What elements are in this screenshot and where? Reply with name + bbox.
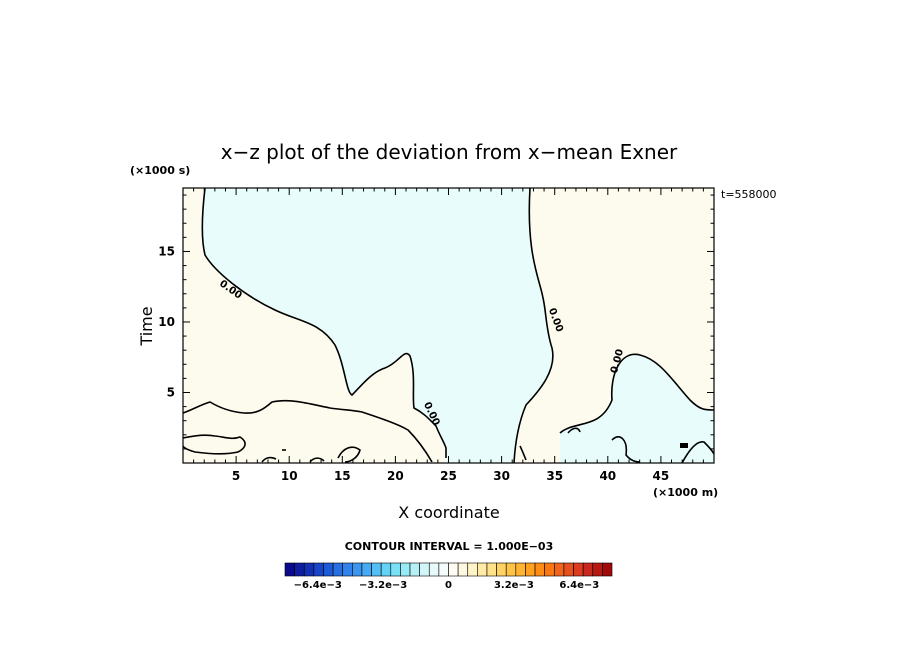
colorbar-swatch <box>390 562 401 577</box>
colorbar-tick-label: −6.4e−3 <box>294 580 342 591</box>
colorbar-swatch <box>294 562 305 577</box>
colorbar-swatch <box>477 562 488 577</box>
axis-tick-labels: 5 10 15 20 25 30 35 40 45 5 10 15 <box>158 244 669 483</box>
contour-interval: CONTOUR INTERVAL = 1.000E−03 <box>345 540 554 553</box>
y-tick-label: 15 <box>158 244 175 258</box>
colorbar-swatch <box>438 562 449 577</box>
colorbar-swatch <box>428 562 440 577</box>
colorbar-swatch <box>303 562 315 577</box>
colorbar-swatch <box>553 562 565 577</box>
colorbar-swatch <box>592 562 603 577</box>
y-tick-label: 5 <box>167 385 175 399</box>
x-tick-label: 5 <box>232 469 240 483</box>
colorbar-swatch <box>486 562 497 577</box>
time-stamp: t=558000 <box>721 188 777 201</box>
x-tick-label: 20 <box>387 469 404 483</box>
colorbar-swatch <box>313 562 324 577</box>
colorbar-swatch <box>573 562 584 577</box>
colorbar-swatch <box>400 562 411 577</box>
colorbar-swatch <box>582 562 594 577</box>
x-tick-label: 40 <box>599 469 616 483</box>
negative-region-fill-right <box>560 354 714 463</box>
colorbar-swatch <box>505 562 517 577</box>
colorbar-swatch <box>467 562 478 577</box>
y-axis-title: Time <box>137 306 156 346</box>
colorbar-tick-label: −3.2e−3 <box>359 580 407 591</box>
axis-ticks <box>183 188 714 463</box>
x-axis-unit: (×1000 m) <box>653 486 718 499</box>
colorbar-swatch <box>332 562 344 577</box>
x-tick-label: 10 <box>281 469 298 483</box>
x-tick-label: 45 <box>653 469 670 483</box>
colorbar-labels: −6.4e−3 −3.2e−3 0 3.2e−3 6.4e−3 <box>294 580 600 591</box>
colorbar-swatch <box>284 562 295 577</box>
colorbar-swatch <box>342 562 353 577</box>
colorbar-swatch <box>448 562 459 577</box>
colorbar-swatch <box>352 562 363 577</box>
plot-field <box>183 188 714 463</box>
colorbar-tick-label: 6.4e−3 <box>559 580 599 591</box>
colorbar-swatch <box>534 562 545 577</box>
colorbar-swatch <box>409 562 420 577</box>
colorbar-swatch <box>323 562 334 577</box>
colorbar-swatch <box>563 562 574 577</box>
zero-contour-lines <box>183 188 714 463</box>
y-axis-unit: (×1000 s) <box>130 164 190 177</box>
x-tick-label: 30 <box>493 469 510 483</box>
x-axis-title: X coordinate <box>398 503 499 522</box>
colorbar-tick-label: 0 <box>445 580 452 591</box>
x-tick-label: 35 <box>546 469 563 483</box>
colorbar-tick-label: 3.2e−3 <box>494 580 534 591</box>
colorbar-swatch <box>515 562 526 577</box>
colorbar-swatch <box>602 562 613 577</box>
negative-region-fill <box>202 188 553 463</box>
y-tick-label: 10 <box>158 315 175 329</box>
colorbar <box>284 562 613 577</box>
chart-title: x−z plot of the deviation from x−mean Ex… <box>221 140 678 164</box>
colorbar-swatch <box>457 562 469 577</box>
x-tick-label: 25 <box>440 469 457 483</box>
colorbar-swatch <box>525 562 536 577</box>
colorbar-swatch <box>496 562 507 577</box>
colorbar-swatch <box>544 562 555 577</box>
colorbar-swatch <box>380 562 392 577</box>
colorbar-swatch <box>419 562 430 577</box>
colorbar-swatch <box>361 562 372 577</box>
colorbar-swatch <box>371 562 382 577</box>
x-tick-label: 15 <box>334 469 351 483</box>
